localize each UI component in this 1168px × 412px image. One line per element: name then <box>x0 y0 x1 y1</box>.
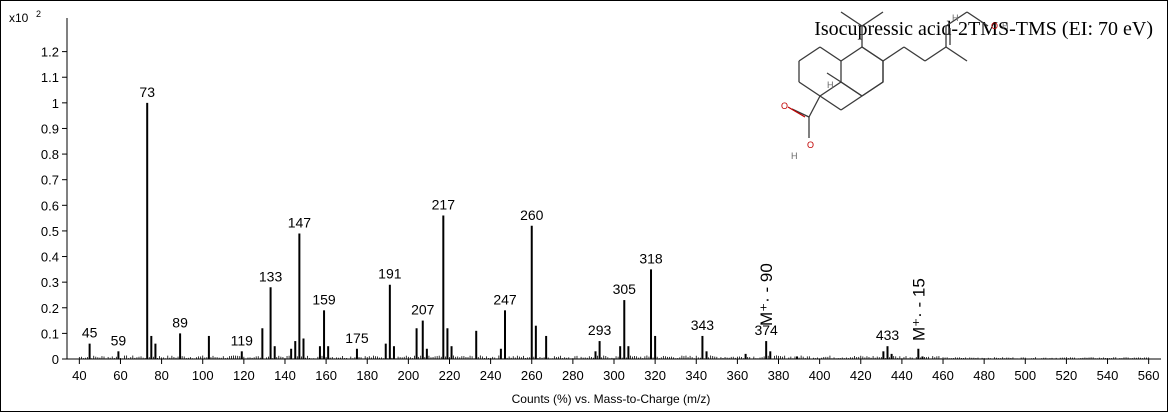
peak-label-159: 159 <box>312 291 336 307</box>
x-tick-label: 380 <box>768 368 790 383</box>
peak-label-191: 191 <box>378 266 402 282</box>
x-tick-label: 80 <box>154 368 168 383</box>
structure-atom-labels: O H H H O O H <box>781 13 1009 161</box>
x-tick-label: 540 <box>1097 368 1119 383</box>
y-tick-label: 0.9 <box>41 121 59 136</box>
peak-label-343: 343 <box>691 317 715 333</box>
x-tick-label: 440 <box>891 368 913 383</box>
annotation-448: M⁺· - 15 <box>909 278 928 341</box>
peak-label-305: 305 <box>613 281 637 297</box>
x-tick-label: 120 <box>233 368 255 383</box>
axes <box>62 18 1161 364</box>
atom-label-h-hydroxyl: H <box>1002 21 1009 31</box>
y-tick-label: 1.1 <box>41 70 59 85</box>
x-tick-label: 400 <box>809 368 831 383</box>
peak-label-119: 119 <box>231 332 254 348</box>
atom-label-o-carbonyl: O <box>781 101 788 111</box>
x-tick-label: 160 <box>315 368 337 383</box>
peak-label-374: 374 <box>754 322 778 338</box>
x-tick-label: 200 <box>398 368 420 383</box>
x-tick-label: 140 <box>274 368 296 383</box>
y-scale-label: x10 <box>9 11 29 25</box>
x-tick-labels: 40 60 80 100 120 140 160 180 200 220 240 260 280 300 3… <box>72 368 1159 383</box>
peak-label-73: 73 <box>139 84 155 100</box>
x-tick-label: 60 <box>113 368 127 383</box>
peak-label-247: 247 <box>493 291 517 307</box>
peak-label-59: 59 <box>111 332 127 348</box>
chart-title: Isocupressic acid-2TMS-TMS (EI: 70 eV) <box>814 18 1153 40</box>
x-tick-label: 220 <box>439 368 461 383</box>
x-tick-label: 480 <box>973 368 995 383</box>
atom-label-h-acid: H <box>791 151 798 161</box>
y-tick-label: 0 <box>52 352 59 367</box>
y-tick-label: 0.6 <box>41 198 59 213</box>
peak-label-45: 45 <box>82 325 98 341</box>
peak-label-147: 147 <box>288 214 312 230</box>
peak-label-133: 133 <box>259 268 283 284</box>
y-tick-label: 0.4 <box>41 250 59 265</box>
x-tick-label: 500 <box>1014 368 1036 383</box>
peak-label-433: 433 <box>876 327 900 343</box>
y-tick-label: 0.1 <box>41 326 59 341</box>
x-axis-title: Counts (%) vs. Mass-to-Charge (m/z) <box>512 392 711 406</box>
atom-label-h-junction: H <box>827 80 834 90</box>
peak-label-293: 293 <box>588 322 612 338</box>
annotation-374: M⁺· - 90 <box>757 263 776 326</box>
chemical-structure <box>787 11 989 138</box>
baseline-noise <box>78 355 1150 359</box>
fragment-annotations: M⁺· - 90 M⁺· - 15 <box>757 263 928 341</box>
y-tick-label: 0.3 <box>41 275 59 290</box>
y-tick-labels: 0 0.1 0.2 0.3 0.4 0.5 0.6 0.7 0.8 0.9 1 1.1 1.2 <box>41 45 59 367</box>
y-tick-label: 1.2 <box>41 45 59 60</box>
atom-label-h-vinyl: H <box>952 13 959 23</box>
y-tick-label: 0.7 <box>41 173 59 188</box>
x-tick-label: 520 <box>1056 368 1078 383</box>
peak-bars <box>88 102 924 359</box>
peak-label-175: 175 <box>345 330 369 346</box>
x-tick-label: 360 <box>727 368 749 383</box>
x-tick-label: 460 <box>932 368 954 383</box>
x-tick-label: 240 <box>480 368 502 383</box>
x-tick-label: 320 <box>644 368 666 383</box>
x-tick-label: 40 <box>72 368 86 383</box>
x-tick-label: 300 <box>603 368 625 383</box>
x-tick-label: 340 <box>685 368 707 383</box>
x-tick-label: 180 <box>356 368 378 383</box>
peak-label-260: 260 <box>520 207 544 223</box>
y-scale-exponent: 2 <box>36 9 41 19</box>
atom-label-o-acid: O <box>807 140 814 150</box>
y-tick-label: 0.5 <box>41 224 59 239</box>
x-tick-label: 560 <box>1138 368 1160 383</box>
y-tick-label: 0.2 <box>41 301 59 316</box>
peak-label-318: 318 <box>639 250 663 266</box>
peak-labels: 45 59 73 89 119 133 147 159 175 191 207 217 247 260 29… <box>82 84 900 348</box>
peak-label-207: 207 <box>411 302 435 318</box>
peak-label-217: 217 <box>432 197 456 213</box>
y-tick-label: 0.8 <box>41 147 59 162</box>
x-tick-label: 100 <box>192 368 214 383</box>
atom-label-o-hydroxyl: O <box>991 21 998 31</box>
y-tick-label: 1 <box>52 96 59 111</box>
peak-label-89: 89 <box>172 314 188 330</box>
x-tick-label: 280 <box>562 368 584 383</box>
x-tick-label: 260 <box>521 368 543 383</box>
x-tick-label: 420 <box>850 368 872 383</box>
